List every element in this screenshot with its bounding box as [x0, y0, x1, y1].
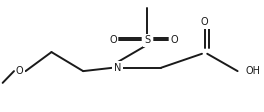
Text: O: O [16, 66, 23, 76]
Text: N: N [114, 63, 121, 73]
Text: S: S [144, 35, 150, 45]
Text: O: O [171, 35, 178, 45]
Text: O: O [201, 17, 208, 27]
Text: N: N [114, 63, 121, 73]
Text: O: O [109, 35, 117, 45]
Text: S: S [144, 35, 150, 45]
Text: O: O [16, 66, 23, 76]
Text: O: O [109, 35, 117, 45]
Text: O: O [201, 17, 208, 27]
Text: O: O [171, 35, 178, 45]
Text: OH: OH [246, 66, 261, 76]
